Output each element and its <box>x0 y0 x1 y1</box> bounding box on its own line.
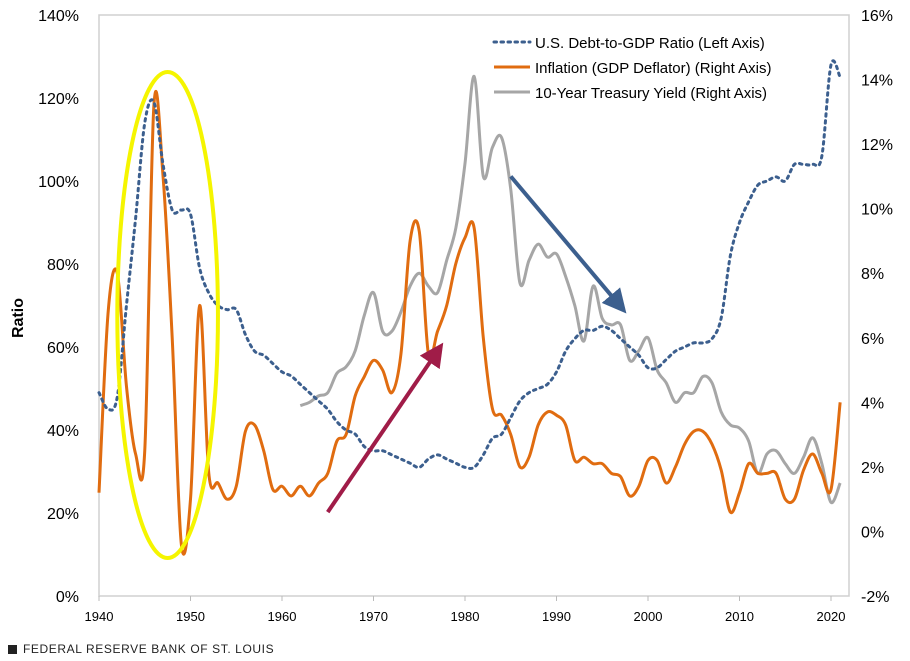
y-left-tick-label: 140% <box>38 8 79 25</box>
legend: U.S. Debt-to-GDP Ratio (Left Axis) Inflat… <box>492 35 771 102</box>
annotation-arrow <box>509 175 627 314</box>
y-left-tick-label: 0% <box>56 589 79 606</box>
y-right-tick-label: 10% <box>861 202 893 219</box>
y-right-tick-label: 12% <box>861 137 893 154</box>
legend-label: Inflation (GDP Deflator) (Right Axis) <box>535 60 771 77</box>
footer: FEDERAL RESERVE BANK OF ST. LOUIS <box>8 642 274 656</box>
x-tick-label: 1950 <box>176 609 205 624</box>
legend-label: 10-Year Treasury Yield (Right Axis) <box>535 85 767 102</box>
highlight-ellipse <box>115 70 220 560</box>
y-right-tick-label: 8% <box>861 266 884 283</box>
y-left-tick-label: 80% <box>47 257 79 274</box>
y-right-tick-label: 14% <box>861 73 893 90</box>
y-left-tick-label: 40% <box>47 423 79 440</box>
y-left-tick-label: 60% <box>47 340 79 357</box>
series-lines <box>97 59 842 556</box>
y-left-tick-label: 20% <box>47 506 79 523</box>
series-line-2 <box>299 74 842 505</box>
y-right-tick-label: 4% <box>861 395 884 412</box>
x-tick-label: 2020 <box>817 609 846 624</box>
y-right-tick-label: 0% <box>861 524 884 541</box>
series-line-1 <box>97 89 842 556</box>
x-tick-label: 1960 <box>268 609 297 624</box>
line-chart: 1940 1950 1960 1970 1980 1990 2000 2010 2020 0% 20… <box>10 8 893 624</box>
plot-frame <box>98 14 850 597</box>
x-tick-label: 2010 <box>725 609 754 624</box>
x-tick-label: 1940 <box>85 609 114 624</box>
y-right-tick-label: -2% <box>861 589 889 606</box>
annotation-arrow <box>326 342 444 514</box>
logo-square-icon <box>8 644 17 654</box>
y-right-tick-label: 16% <box>861 8 893 25</box>
legend-label: U.S. Debt-to-GDP Ratio (Left Axis) <box>535 35 765 52</box>
x-tick-label: 1980 <box>451 609 480 624</box>
y-right-tick-label: 2% <box>861 460 884 477</box>
axes: 1940 1950 1960 1970 1980 1990 2000 2010 2020 0% 20… <box>38 8 893 624</box>
y-right-tick-label: 6% <box>861 331 884 348</box>
y-left-tick-label: 120% <box>38 91 79 108</box>
x-tick-label: 2000 <box>634 609 663 624</box>
x-tick-label: 1990 <box>542 609 571 624</box>
source-text: FEDERAL RESERVE BANK OF ST. LOUIS <box>23 642 275 656</box>
y-axis-label: Ratio <box>10 298 27 338</box>
y-left-tick-label: 100% <box>38 174 79 191</box>
x-tick-label: 1970 <box>359 609 388 624</box>
annotations <box>115 70 627 560</box>
series-line-0 <box>97 59 842 470</box>
